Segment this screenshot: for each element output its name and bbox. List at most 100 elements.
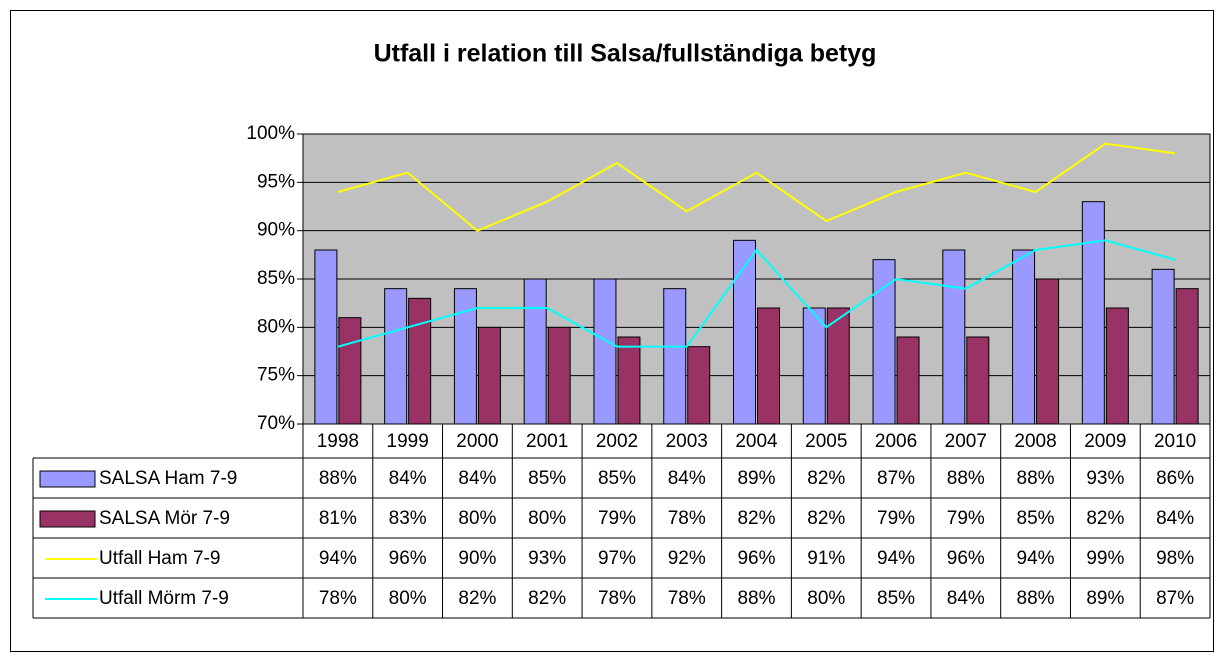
table-cell: 84% <box>1156 508 1194 529</box>
line-series <box>337 239 1176 348</box>
y-tick-label: 100% <box>246 123 295 144</box>
y-tick-label: 85% <box>257 268 295 289</box>
bar <box>477 326 501 425</box>
bar <box>966 336 990 425</box>
bar <box>1036 278 1060 425</box>
table-cell: 96% <box>389 548 427 569</box>
bar <box>384 288 408 425</box>
table-cell: 94% <box>1017 548 1055 569</box>
table-cell: 94% <box>877 548 915 569</box>
bar <box>408 297 432 425</box>
table-cell: 80% <box>389 588 427 609</box>
table-cell: 81% <box>319 508 357 529</box>
table-cell: 98% <box>1156 548 1194 569</box>
chart-title: Utfall i relation till Salsa/fullständig… <box>374 40 877 68</box>
table-cell: 85% <box>1017 508 1055 529</box>
x-tick-label: 1998 <box>317 431 359 452</box>
table-cell: 78% <box>668 588 706 609</box>
legend-swatch <box>39 510 96 528</box>
table-cell: 80% <box>807 588 845 609</box>
bar <box>547 326 571 425</box>
x-tick-label: 2008 <box>1014 431 1056 452</box>
bar <box>757 307 780 425</box>
legend-label: SALSA Mör 7-9 <box>99 508 230 529</box>
table-cell: 82% <box>737 508 775 529</box>
legend-swatch <box>39 470 96 488</box>
table-cell: 88% <box>737 588 775 609</box>
bar <box>1175 288 1199 425</box>
table-cell: 88% <box>1017 588 1055 609</box>
table-cell: 82% <box>528 588 566 609</box>
x-tick-label: 2006 <box>875 431 917 452</box>
table-cell: 85% <box>528 468 566 489</box>
legend-label: Utfall Mörm 7-9 <box>99 588 229 609</box>
legend-label: Utfall Ham 7-9 <box>99 548 220 569</box>
table-cell: 78% <box>598 588 636 609</box>
bar <box>1081 201 1105 425</box>
table-cell: 88% <box>947 468 985 489</box>
table-cell: 78% <box>668 508 706 529</box>
table-cell: 82% <box>807 508 845 529</box>
table-cell: 79% <box>947 508 985 529</box>
table-cell: 89% <box>737 468 775 489</box>
table-cell: 99% <box>1086 548 1124 569</box>
bar <box>523 278 547 425</box>
y-tick-label: 80% <box>257 316 295 337</box>
x-tick-label: 2000 <box>456 431 498 452</box>
table-cell: 91% <box>807 548 845 569</box>
table-cell: 94% <box>319 548 357 569</box>
table-cell: 82% <box>1086 508 1124 529</box>
bar <box>617 336 641 425</box>
table-cell: 84% <box>458 468 496 489</box>
y-tick-label: 70% <box>257 413 295 434</box>
table-cell: 80% <box>458 508 496 529</box>
table-cell: 86% <box>1156 468 1194 489</box>
table-cell: 84% <box>389 468 427 489</box>
x-tick-label: 2003 <box>666 431 708 452</box>
x-tick-label: 1999 <box>387 431 429 452</box>
table-cell: 87% <box>877 468 915 489</box>
bar <box>896 336 920 425</box>
table-cell: 90% <box>458 548 496 569</box>
y-tick-label: 75% <box>257 365 295 386</box>
bar <box>1151 268 1175 425</box>
table-cell: 97% <box>598 548 636 569</box>
table-cell: 79% <box>598 508 636 529</box>
legend-label: SALSA Ham 7-9 <box>99 468 237 489</box>
bar <box>593 278 617 425</box>
table-cell: 84% <box>947 588 985 609</box>
x-tick-label: 2005 <box>805 431 847 452</box>
table-cell: 88% <box>1017 468 1055 489</box>
table-cell: 80% <box>528 508 566 529</box>
bar <box>663 288 687 425</box>
x-tick-label: 2009 <box>1084 431 1126 452</box>
x-tick-label: 2002 <box>596 431 638 452</box>
bar <box>872 259 896 425</box>
table-cell: 87% <box>1156 588 1194 609</box>
table-cell: 85% <box>598 468 636 489</box>
table-cell: 92% <box>668 548 706 569</box>
bar <box>1012 249 1036 425</box>
table-cell: 88% <box>319 468 357 489</box>
bar <box>338 317 362 425</box>
table-cell: 96% <box>737 548 775 569</box>
x-tick-label: 2010 <box>1154 431 1196 452</box>
y-tick-label: 95% <box>257 171 295 192</box>
table-cell: 78% <box>319 588 357 609</box>
table-cell: 93% <box>528 548 566 569</box>
table-cell: 84% <box>668 468 706 489</box>
bar <box>802 307 826 425</box>
table-cell: 85% <box>877 588 915 609</box>
table-cell: 83% <box>389 508 427 529</box>
table-cell: 82% <box>458 588 496 609</box>
bar <box>687 346 711 425</box>
bar <box>942 249 966 425</box>
table-cell: 96% <box>947 548 985 569</box>
table-cell: 93% <box>1086 468 1124 489</box>
x-tick-label: 2007 <box>945 431 987 452</box>
line-series <box>337 142 1176 232</box>
x-tick-label: 2004 <box>735 431 778 452</box>
table-cell: 79% <box>877 508 915 529</box>
